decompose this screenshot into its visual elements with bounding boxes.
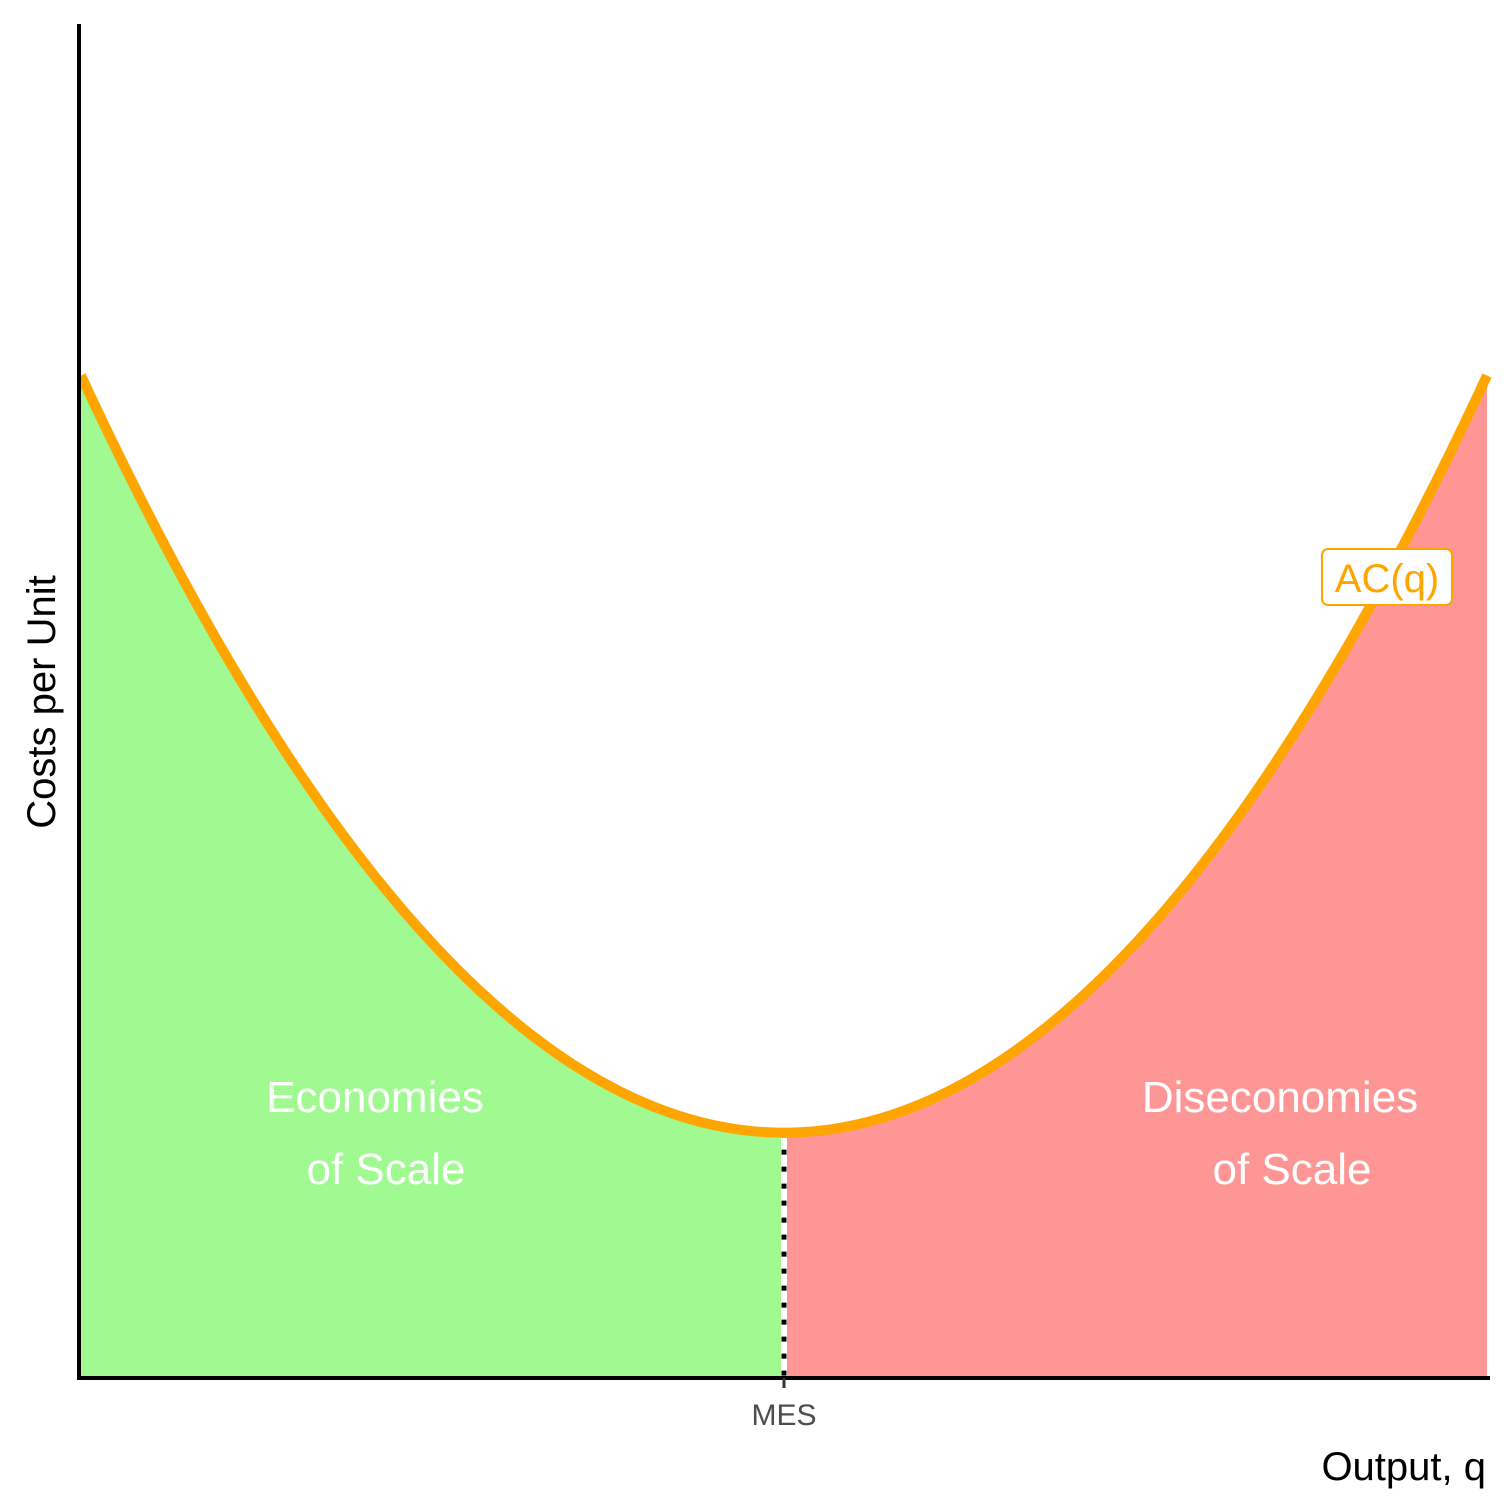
region-economies: [81, 375, 784, 1376]
x-axis-label: Output, q: [1321, 1445, 1486, 1489]
labels-layer: Output, q Costs per Unit AC(q) Economies o…: [20, 548, 1486, 1489]
ac-curve-line: [76, 373, 1492, 1138]
ac-curve-label: AC(q): [1335, 557, 1439, 601]
regions-layer: [81, 375, 1487, 1376]
diseconomies-label-line-2: of Scale: [1213, 1145, 1372, 1194]
y-axis-label: Costs per Unit: [20, 575, 64, 828]
ac-curve-label-box: [1321, 548, 1453, 606]
diseconomies-label-line-1: Diseconomies: [1142, 1073, 1418, 1122]
ac-curve-label-group: AC(q): [1321, 548, 1453, 606]
region-diseconomies: [784, 375, 1487, 1376]
economies-label-line-2: of Scale: [307, 1145, 466, 1194]
x-tick-label: MES: [751, 1399, 816, 1432]
curve-layer: [76, 373, 1492, 1138]
economies-label-line-1: Economies: [266, 1073, 484, 1122]
